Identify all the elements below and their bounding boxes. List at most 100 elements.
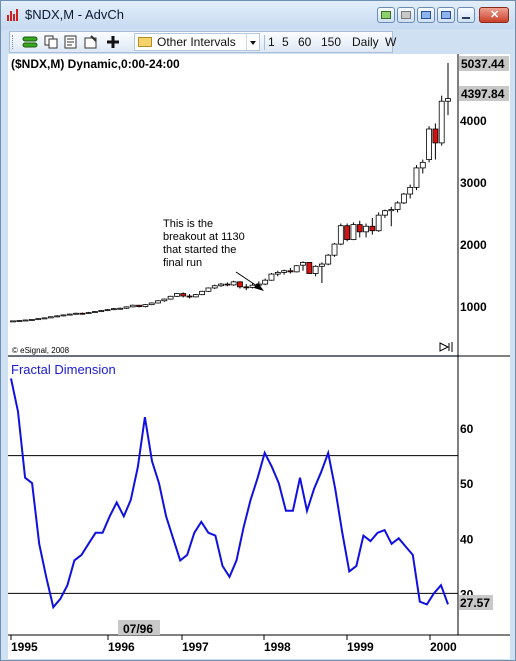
candle <box>211 285 218 289</box>
candle <box>369 225 376 232</box>
close-button[interactable]: ✕ <box>479 7 509 23</box>
add-study-icon[interactable] <box>106 35 120 49</box>
arrow-head-icon <box>254 283 264 291</box>
candle <box>161 298 168 302</box>
candle <box>205 287 212 292</box>
candle <box>413 167 420 188</box>
candle <box>438 100 445 144</box>
year-label: 1999 <box>347 640 374 654</box>
candle <box>41 317 48 320</box>
candle <box>136 304 142 307</box>
candle <box>167 295 174 300</box>
candle <box>356 224 363 233</box>
candle <box>10 320 16 323</box>
price-axis <box>458 54 510 635</box>
indicator-title: Fractal Dimension <box>11 362 116 377</box>
indicator-tick-label: 60 <box>460 422 474 436</box>
candle <box>306 262 313 274</box>
indicator-value-tag <box>459 595 493 610</box>
chart-type-icon[interactable] <box>22 35 38 49</box>
title-bar[interactable]: $NDX,M - AdvCh ✕ <box>1 1 515 29</box>
candle <box>325 254 332 265</box>
candle <box>344 225 351 241</box>
window-title: $NDX,M - AdvCh <box>25 7 124 22</box>
candle <box>375 214 382 232</box>
indicator-value-label: 27.57 <box>460 596 490 610</box>
year-label: 1995 <box>11 640 38 654</box>
tile-window-button[interactable] <box>417 7 435 23</box>
candle <box>54 315 61 318</box>
last-high-label: 5037.44 <box>461 57 505 71</box>
candle <box>331 243 338 256</box>
candle <box>243 286 250 289</box>
link-green-button[interactable] <box>377 7 395 23</box>
interval-daily-button[interactable]: Daily <box>352 35 379 49</box>
interval-5-button[interactable]: 5 <box>282 35 289 49</box>
toolbar-grip[interactable] <box>12 35 16 49</box>
interval-60-button[interactable]: 60 <box>298 35 312 49</box>
price-chart-title: ($NDX,M) Dynamic,0:00-24:00 <box>11 57 180 71</box>
price-tick-label: 4000 <box>460 114 487 128</box>
candle <box>123 306 130 309</box>
indicator-tick-label: 50 <box>460 477 474 491</box>
interval-150-button[interactable]: 150 <box>321 35 342 49</box>
candle <box>218 283 224 287</box>
candle <box>287 270 294 273</box>
chart-canvas[interactable]: ($NDX,M) Dynamic,0:00-24:00 © eSignal, 2… <box>8 54 510 659</box>
interval-weekly-button[interactable]: W <box>385 35 397 49</box>
candle <box>426 128 432 160</box>
candle <box>363 225 369 233</box>
candle <box>60 314 67 317</box>
candle <box>35 318 42 321</box>
candlestick-series <box>10 63 451 323</box>
candle <box>142 304 149 307</box>
candle <box>66 313 73 316</box>
candle <box>98 310 105 312</box>
candle <box>274 272 281 275</box>
time-axis <box>8 635 510 659</box>
candle <box>180 293 187 297</box>
link-window-button[interactable] <box>397 7 415 23</box>
annotation-line: This is the <box>163 218 213 230</box>
price-tick-label: 2000 <box>460 238 487 252</box>
minimize-button[interactable] <box>457 7 475 23</box>
copyright-text: © eSignal, 2008 <box>12 346 70 355</box>
symbol-link-button[interactable] <box>437 7 455 23</box>
chart-toolbar: Other Intervals 1 5 60 150 Daily W <box>9 31 397 53</box>
candle <box>300 262 306 266</box>
chevron-down-icon[interactable] <box>246 34 259 50</box>
candle <box>47 316 54 319</box>
last-high-tag <box>459 56 509 71</box>
candle <box>29 319 35 321</box>
candle <box>110 308 117 311</box>
indicator-pane <box>8 357 458 635</box>
candle <box>319 263 325 267</box>
cursor-date-label: 07/96 <box>123 622 153 636</box>
candle <box>73 312 79 315</box>
chart-app-icon <box>7 9 19 21</box>
candle <box>419 161 426 169</box>
scroll-to-end-icon[interactable] <box>438 341 454 353</box>
template-icon[interactable] <box>64 35 78 49</box>
candle <box>22 319 29 322</box>
candle <box>199 290 206 296</box>
candle <box>445 98 451 102</box>
copy-chart-icon[interactable] <box>44 35 58 49</box>
properties-icon[interactable] <box>84 35 98 49</box>
candle <box>293 265 300 273</box>
interval-select[interactable]: Other Intervals <box>134 33 260 51</box>
year-label: 1997 <box>182 640 209 654</box>
year-label: 1998 <box>264 640 291 654</box>
candle <box>117 307 124 310</box>
price-pane <box>8 54 458 355</box>
candle <box>174 293 180 297</box>
fractal-dimension-line <box>10 378 449 610</box>
candle <box>388 209 395 212</box>
candle <box>85 312 92 314</box>
candle <box>350 224 357 241</box>
year-label: 2000 <box>430 640 457 654</box>
candle <box>262 279 269 285</box>
interval-1-button[interactable]: 1 <box>268 35 275 49</box>
annotation-line: that started the <box>163 244 236 256</box>
